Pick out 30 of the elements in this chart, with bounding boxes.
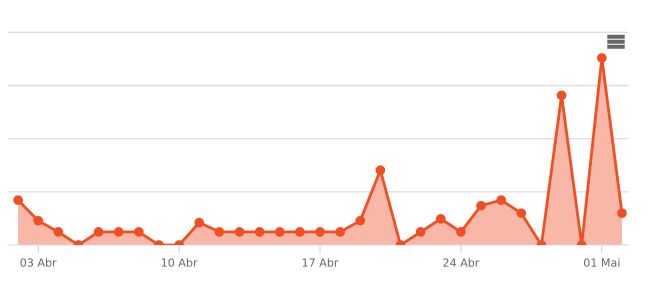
- point: [53, 227, 64, 237]
- point: [315, 227, 325, 237]
- point: [416, 227, 426, 237]
- point: [194, 218, 204, 228]
- point: [94, 227, 104, 237]
- x-tick-label: 10 Abr: [162, 258, 198, 267]
- point: [335, 227, 346, 237]
- point: [516, 208, 526, 218]
- point: [234, 227, 244, 237]
- point: [13, 195, 23, 205]
- point: [214, 227, 224, 237]
- point: [436, 214, 446, 224]
- x-tick-label: 03 Abr: [20, 258, 57, 267]
- point: [376, 165, 386, 176]
- x-tick-label: 17 Abr: [302, 258, 338, 267]
- point: [496, 195, 506, 205]
- point: [476, 200, 486, 211]
- point: [134, 227, 144, 237]
- point: [355, 216, 366, 226]
- point: [556, 90, 566, 100]
- point: [114, 227, 124, 237]
- point: [295, 227, 305, 237]
- point: [456, 227, 466, 237]
- point: [254, 227, 264, 237]
- point: [33, 216, 44, 226]
- point: [274, 227, 285, 237]
- x-tick-label: 01 Mai: [584, 258, 620, 267]
- point: [617, 208, 627, 218]
- point: [596, 53, 607, 63]
- x-tick-label: 24 Abr: [443, 258, 480, 267]
